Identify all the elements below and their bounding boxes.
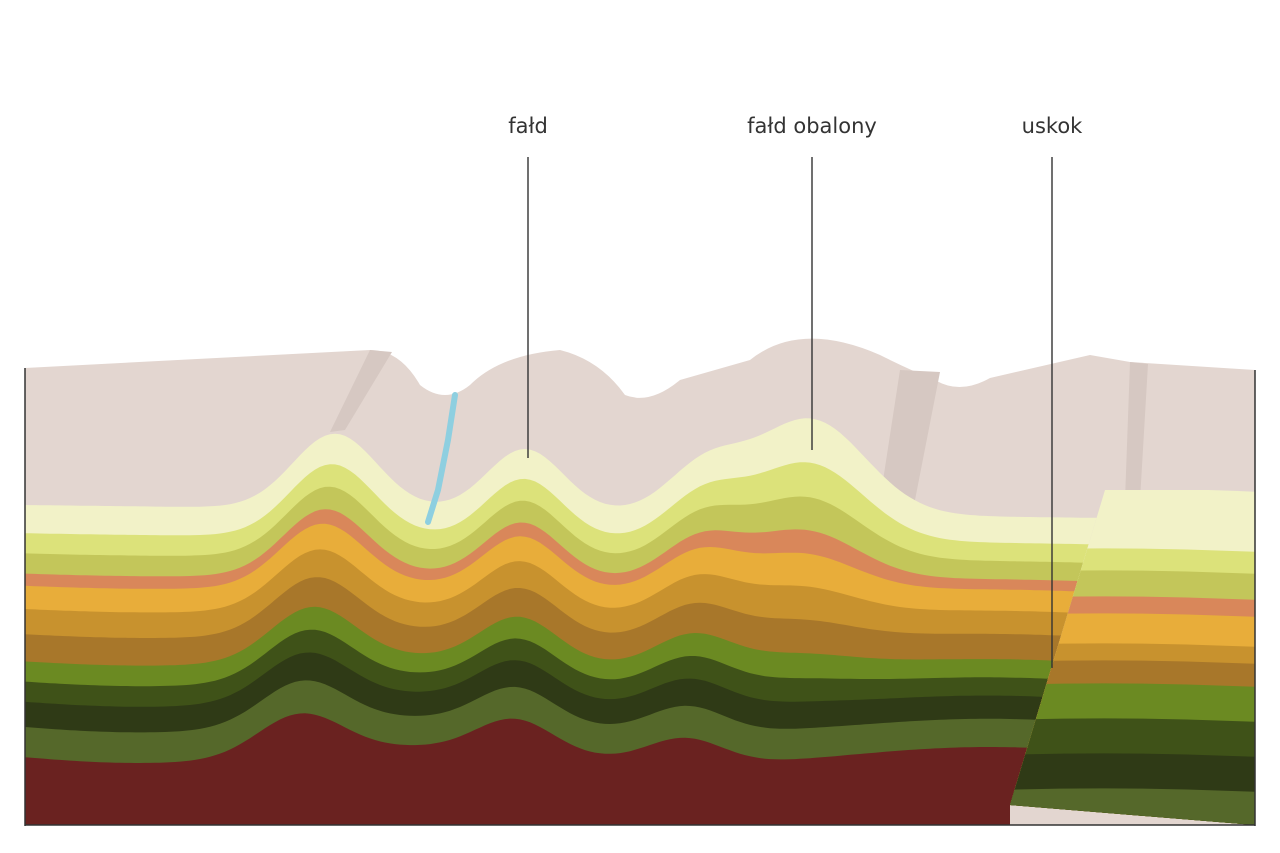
- label-fault: uskok: [1022, 114, 1084, 138]
- faulted-layers: [1010, 490, 1255, 825]
- label-overturned-fold: fałd obalony: [747, 114, 877, 138]
- folded-layers: [25, 418, 1105, 825]
- stream: [425, 392, 458, 525]
- label-fold: fałd: [508, 114, 548, 138]
- rock-layer: [25, 713, 1105, 825]
